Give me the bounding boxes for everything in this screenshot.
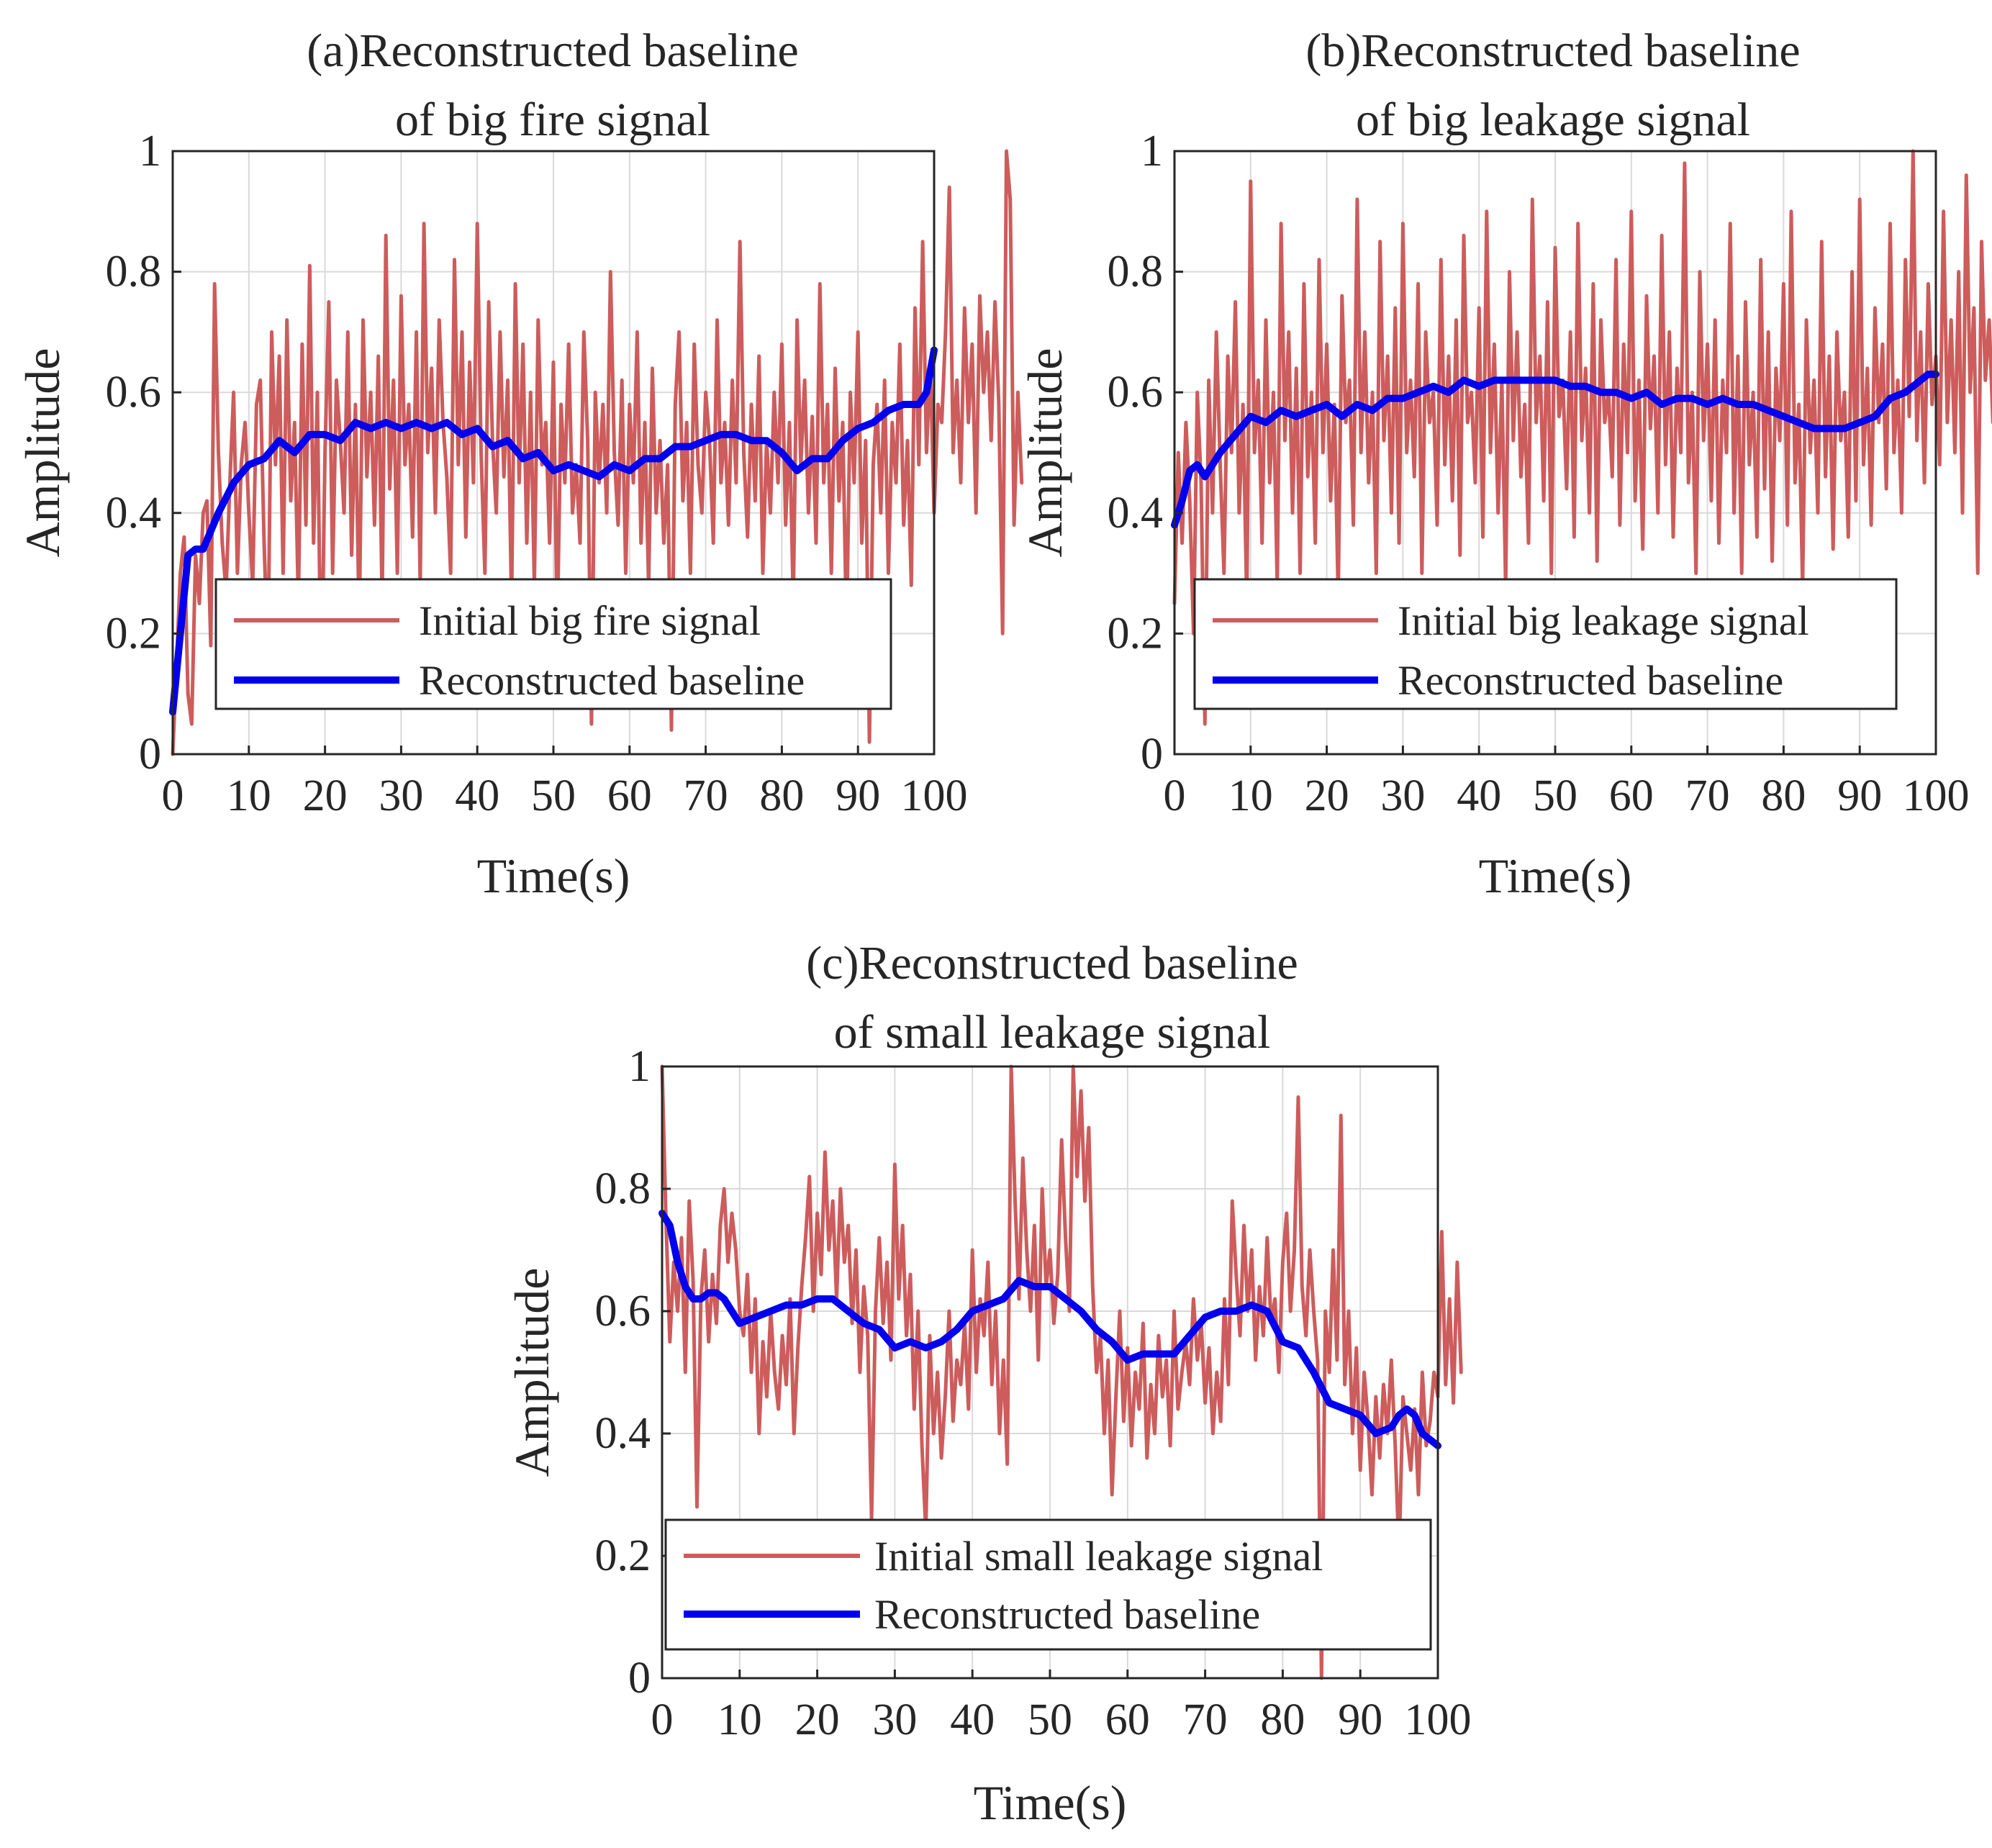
- a-x-tick-label: 0: [162, 771, 184, 820]
- b-x-tick-label: 40: [1457, 771, 1501, 820]
- c-x-tick-label: 10: [717, 1695, 762, 1744]
- b-x-tick-label: 50: [1533, 771, 1577, 820]
- panel-a-legend-box: [214, 578, 892, 710]
- a-x-tick-label: 50: [531, 771, 576, 820]
- panel-b-series: [1171, 149, 1992, 726]
- c-y-tick-label: 0.6: [595, 1287, 651, 1336]
- c-baseline-line: [658, 1210, 1441, 1449]
- a-baseline-line: [169, 346, 938, 716]
- a-x-tick-label: 70: [684, 771, 728, 820]
- panel-a-legend-initial-label: Initial big fire signal: [419, 597, 761, 644]
- c-y-tick-label: 0.4: [595, 1409, 651, 1458]
- panel-a-title-line1: (a)Reconstructed baseline: [307, 24, 799, 77]
- b-x-tick-label: 20: [1305, 771, 1349, 820]
- panel-c-legend-box: [664, 1518, 1432, 1651]
- a-x-tick-label: 60: [607, 771, 652, 820]
- panel-b-legend-initial-label: Initial big leakage signal: [1398, 597, 1809, 644]
- b-y-tick-label: 0.8: [1108, 248, 1164, 296]
- c-x-tick-label: 60: [1105, 1695, 1150, 1744]
- c-x-tick-label: 40: [950, 1695, 995, 1744]
- a-x-tick-label: 80: [759, 771, 804, 820]
- panel-a-legend-baseline-label: Reconstructed baseline: [419, 657, 805, 704]
- c-x-tick-label: 0: [651, 1695, 674, 1744]
- b-x-tick-label: 60: [1609, 771, 1654, 820]
- b-y-tick-label: 0.2: [1108, 609, 1164, 658]
- c-x-tick-label: 20: [795, 1695, 840, 1744]
- panel-c-legend-baseline-label: Reconstructed baseline: [874, 1591, 1260, 1638]
- a-x-tick-label: 100: [901, 771, 968, 820]
- panel-b-legend-baseline-label: Reconstructed baseline: [1398, 657, 1783, 704]
- panel-a-ylabel: Amplitude: [15, 348, 70, 558]
- panel-a: (a)Reconstructed baseline of big fire si…: [15, 24, 1024, 903]
- b-y-tick-label: 0: [1141, 730, 1163, 779]
- a-x-tick-label: 90: [836, 771, 880, 820]
- panel-c-xlabel: Time(s): [974, 1775, 1127, 1830]
- c-x-tick-label: 70: [1183, 1695, 1228, 1744]
- c-x-tick-label: 30: [872, 1695, 917, 1744]
- b-x-tick-label: 0: [1164, 771, 1186, 820]
- panel-c-title-line1: (c)Reconstructed baseline: [806, 937, 1298, 989]
- a-y-tick-label: 1: [139, 127, 161, 176]
- panel-b-xlabel: Time(s): [1479, 848, 1632, 903]
- c-x-tick-label: 100: [1405, 1695, 1472, 1744]
- panel-a-title-line2: of big fire signal: [395, 94, 710, 146]
- panel-b: (b)Reconstructed baseline of big leakage…: [1018, 24, 1992, 903]
- c-y-tick-label: 0: [628, 1654, 651, 1703]
- b-x-tick-label: 30: [1380, 771, 1425, 820]
- b-baseline-line: [1171, 371, 1939, 529]
- c-x-tick-label: 80: [1260, 1695, 1305, 1744]
- a-y-tick-label: 0: [139, 730, 161, 779]
- panel-c-legend: Initial small leakage signal Reconstruct…: [664, 1518, 1432, 1651]
- panel-b-legend: Initial big leakage signal Reconstructed…: [1193, 578, 1898, 710]
- c-initial-signal-line: [660, 1064, 1463, 1680]
- a-y-tick-label: 0.6: [106, 368, 162, 417]
- a-y-tick-label: 0.8: [106, 248, 162, 296]
- b-x-tick-label: 90: [1837, 771, 1882, 820]
- panel-c-legend-initial-label: Initial small leakage signal: [874, 1533, 1323, 1580]
- panel-b-ylabel: Amplitude: [1018, 348, 1072, 558]
- b-y-tick-label: 0.6: [1108, 368, 1164, 417]
- b-y-tick-label: 1: [1141, 127, 1163, 176]
- b-y-tick-label: 0.4: [1108, 489, 1164, 538]
- b-x-tick-label: 80: [1761, 771, 1806, 820]
- panel-c-series: [658, 1064, 1463, 1680]
- panel-b-ticks: 0 10 20 30 40 50 60 70 80 90 100 0 0.2 0.4 0.6 0.8 1: [1108, 127, 1970, 820]
- c-x-tick-label: 90: [1338, 1695, 1382, 1744]
- b-x-tick-label: 10: [1228, 771, 1273, 820]
- panel-b-title-line1: (b)Reconstructed baseline: [1305, 24, 1800, 77]
- panel-c-ylabel: Amplitude: [504, 1268, 559, 1477]
- a-y-tick-label: 0.4: [106, 489, 162, 538]
- a-x-tick-label: 20: [303, 771, 348, 820]
- a-x-tick-label: 10: [227, 771, 271, 820]
- b-x-tick-label: 70: [1685, 771, 1730, 820]
- panel-b-title-line2: of big leakage signal: [1356, 94, 1750, 146]
- a-y-tick-label: 0.2: [106, 609, 162, 658]
- c-y-tick-label: 0.2: [595, 1531, 651, 1580]
- c-y-tick-label: 0.8: [595, 1164, 651, 1213]
- panel-c-title-line2: of small leakage signal: [834, 1006, 1271, 1059]
- a-x-tick-label: 30: [379, 771, 423, 820]
- panel-c-ticks: 0 10 20 30 40 50 60 70 80 90 100 0 0.2 0.4 0.6 0.8 1: [595, 1042, 1472, 1744]
- panel-a-xlabel: Time(s): [477, 848, 630, 903]
- panel-a-legend: Initial big fire signal Reconstructed ba…: [214, 578, 892, 710]
- panel-a-ticks: 0 10 20 30 40 50 60 70 80 90 100 0 0.2 0.4 0.6 0.8 1: [106, 127, 968, 820]
- c-x-tick-label: 50: [1028, 1695, 1072, 1744]
- b-x-tick-label: 100: [1903, 771, 1970, 820]
- panel-b-legend-box: [1193, 578, 1898, 710]
- panel-c: (c)Reconstructed baseline of small leaka…: [504, 937, 1472, 1830]
- c-y-tick-label: 1: [628, 1042, 651, 1091]
- a-x-tick-label: 40: [455, 771, 499, 820]
- panel-a-series: [169, 149, 1024, 756]
- a-initial-signal-line: [171, 149, 1024, 756]
